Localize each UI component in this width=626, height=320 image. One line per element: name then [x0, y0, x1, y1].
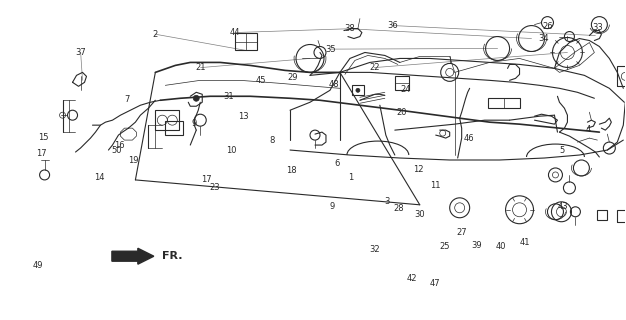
Text: 38: 38: [344, 24, 354, 33]
Bar: [597, 210, 607, 220]
Text: 28: 28: [394, 204, 404, 213]
Text: 13: 13: [238, 113, 249, 122]
Text: 30: 30: [414, 210, 424, 219]
Bar: [617, 210, 626, 222]
Text: 15: 15: [38, 133, 48, 142]
Text: 50: 50: [111, 146, 121, 155]
Text: 32: 32: [369, 245, 379, 254]
Text: 45: 45: [255, 76, 266, 85]
Bar: [352, 85, 364, 95]
Text: 36: 36: [387, 21, 398, 30]
Text: 21: 21: [195, 63, 206, 72]
Text: 3: 3: [384, 197, 389, 206]
Text: 4: 4: [585, 125, 590, 134]
Text: 39: 39: [471, 241, 482, 250]
Text: 19: 19: [128, 156, 138, 165]
Text: 33: 33: [592, 23, 603, 32]
Circle shape: [356, 88, 360, 92]
Text: 31: 31: [223, 92, 234, 101]
Text: 44: 44: [230, 28, 240, 37]
Text: 43: 43: [558, 202, 568, 211]
Bar: [155, 110, 179, 130]
Text: 9: 9: [329, 202, 334, 211]
Text: 1: 1: [348, 173, 353, 182]
Bar: [165, 121, 183, 135]
Text: 42: 42: [406, 274, 417, 283]
Text: 25: 25: [439, 242, 449, 251]
Bar: [235, 33, 257, 51]
Text: 47: 47: [429, 279, 440, 288]
Bar: [617, 67, 626, 86]
Text: 10: 10: [227, 146, 237, 155]
Text: 14: 14: [94, 173, 105, 182]
Text: 6: 6: [334, 159, 339, 168]
Text: 41: 41: [520, 238, 531, 247]
Text: 20: 20: [396, 108, 407, 117]
Text: 9: 9: [192, 119, 197, 128]
Circle shape: [439, 130, 446, 136]
Text: 16: 16: [114, 141, 125, 150]
Text: 17: 17: [36, 149, 46, 158]
Text: 2: 2: [152, 30, 158, 39]
Text: 35: 35: [325, 44, 336, 54]
Text: 37: 37: [75, 48, 86, 57]
Text: 48: 48: [329, 80, 339, 89]
Text: 12: 12: [413, 165, 423, 174]
Text: 11: 11: [430, 181, 441, 190]
FancyArrow shape: [112, 248, 154, 264]
Text: 46: 46: [464, 134, 475, 143]
Text: 17: 17: [202, 175, 212, 184]
Text: 8: 8: [270, 136, 275, 145]
Text: 29: 29: [288, 73, 298, 82]
Text: 7: 7: [124, 95, 130, 104]
Text: 26: 26: [542, 22, 553, 31]
Circle shape: [193, 95, 199, 101]
Text: FR.: FR.: [162, 251, 182, 261]
Text: 5: 5: [559, 146, 564, 155]
Text: 27: 27: [456, 228, 467, 237]
Text: 49: 49: [33, 261, 43, 270]
Bar: [395, 76, 409, 90]
Text: 22: 22: [369, 63, 379, 72]
Text: 40: 40: [495, 242, 506, 251]
Text: 23: 23: [209, 183, 220, 192]
Text: 34: 34: [539, 34, 550, 43]
Text: 18: 18: [287, 166, 297, 175]
Text: 24: 24: [400, 85, 411, 94]
Bar: [488, 98, 520, 108]
